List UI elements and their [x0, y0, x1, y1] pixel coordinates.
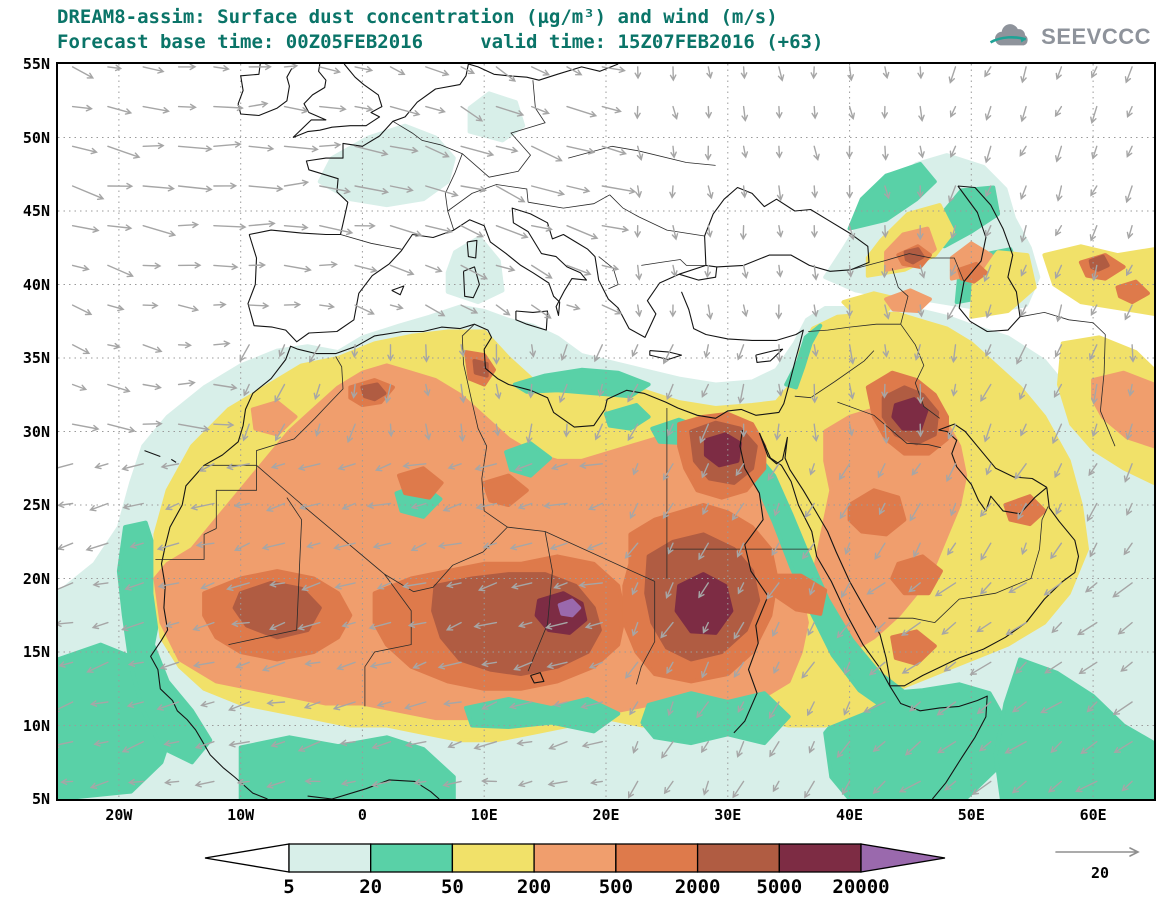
lon-tick-label-10W: 10W	[227, 806, 255, 824]
lat-tick-label-55N: 55N	[22, 55, 50, 73]
wind-vectors	[58, 64, 1137, 799]
dust-map-canvas	[58, 64, 1154, 799]
dust-region-t20-sahel	[464, 697, 621, 734]
dust-region-t20-arabian-sea	[993, 657, 1154, 799]
seevccc-logo: SEEVCCC	[989, 22, 1151, 52]
wind-reference-arrow-icon	[1055, 847, 1140, 857]
lat-tick-label-45N: 45N	[22, 202, 50, 220]
chart-title: DREAM8-assim: Surface dust concentration…	[57, 6, 778, 28]
colorbar-label-20000: 20000	[832, 876, 890, 898]
dust-region-s200-morocco	[250, 400, 298, 437]
dust-region-b2000-caucasus	[903, 247, 925, 265]
dust-region-m5000-iraq	[891, 397, 929, 431]
map-frame	[56, 62, 1156, 801]
lon-tick-label-10E: 10E	[470, 806, 498, 824]
colorbar-segment-6	[778, 843, 862, 873]
logo-text: SEEVCCC	[1041, 24, 1151, 49]
dust-region-o500-hoggar	[397, 466, 444, 500]
colorbar-label-5: 5	[283, 876, 295, 898]
colorbar-label-500: 500	[598, 876, 634, 898]
dust-region-o500-gulf	[1003, 494, 1047, 527]
colorbar-segment-4	[615, 843, 699, 873]
lat-tick-label-5N: 5N	[31, 790, 50, 808]
dust-region-b2000-turkmen	[1088, 254, 1110, 272]
lon-tick-label-20E: 20E	[592, 806, 620, 824]
colorbar-right-arrow	[860, 843, 946, 873]
lat-tick-label-15N: 15N	[22, 643, 50, 661]
lon-tick-label-50E: 50E	[957, 806, 985, 824]
colorbar-label-200: 200	[516, 876, 552, 898]
lat-tick-label-10N: 10N	[22, 716, 50, 735]
colorbar-segment-0	[288, 843, 372, 873]
cloud-logo-icon	[990, 24, 1028, 46]
dust-region-o500-caspian	[957, 261, 988, 284]
dust-region-t20-cyrenaica	[604, 403, 651, 431]
dust-region-o500-yemen	[890, 629, 937, 666]
lat-tick-label-35N: 35N	[22, 349, 50, 367]
colorbar-segment-2	[451, 843, 535, 873]
dust-region-s200-nw-iran	[884, 288, 932, 313]
colorbar-label-20: 20	[359, 876, 383, 898]
wind-reference: 20	[1048, 844, 1152, 882]
dust-region-base-5-germany	[467, 91, 526, 143]
dust-region-t20-guinea	[238, 735, 456, 799]
colorbar-label-2000: 2000	[674, 876, 721, 898]
colorbar-legend: 5 20 50 200 500 2000 5000 20000	[203, 842, 947, 902]
lon-tick-label-60E: 60E	[1079, 806, 1107, 824]
lat-tick-label-20N: 20N	[22, 569, 50, 588]
colorbar-label-5000: 5000	[756, 876, 803, 898]
lat-tick-label-40N: 40N	[22, 275, 50, 294]
dust-region-o500-turkmen-2	[1115, 279, 1150, 305]
colorbar-segment-1	[370, 843, 454, 873]
dust-regions	[58, 91, 1154, 799]
dust-region-t20-red-sea	[745, 447, 908, 713]
dust-region-m5000-sudan	[674, 572, 734, 635]
colorbar-left-arrow	[204, 843, 290, 873]
chart-subtitle: Forecast base time: 00Z05FEB2016 valid t…	[57, 31, 824, 53]
dust-region-m5000-north-egypt	[703, 432, 742, 468]
lat-tick-label-50N: 50N	[22, 128, 50, 147]
coastlines	[144, 64, 1080, 799]
colorbar-segment-3	[533, 843, 617, 873]
dust-region-o500-libya	[482, 473, 529, 507]
lon-tick-label-40E: 40E	[836, 806, 864, 824]
dust-region-o500-saudi-2	[890, 554, 943, 596]
lon-tick-label-20W: 20W	[105, 806, 133, 824]
dust-region-t20-south-sudan	[640, 691, 791, 746]
dust-region-base-5-france	[317, 123, 456, 208]
lat-tick-label-30N: 30N	[22, 422, 50, 441]
wind-reference-label: 20	[1090, 864, 1110, 882]
dust-region-t20-levant	[784, 323, 823, 390]
colorbar-label-50: 50	[440, 876, 464, 898]
lon-tick-label-30E: 30E	[714, 806, 742, 824]
dust-region-t20-libya-coast	[512, 367, 651, 399]
lat-tick-label-25N: 25N	[22, 496, 50, 514]
dust-region-o500-saudi-1	[847, 488, 907, 537]
dust-region-b2000-tunisia	[472, 358, 489, 378]
dust-region-b2000-atlas	[360, 382, 387, 402]
dust-region-t20-caucasus	[847, 162, 937, 231]
dust-region-p20000-chad	[557, 598, 582, 618]
lon-tick-label-0: 0	[357, 806, 367, 824]
colorbar-bar	[204, 843, 946, 873]
colorbar-segment-5	[696, 843, 780, 873]
